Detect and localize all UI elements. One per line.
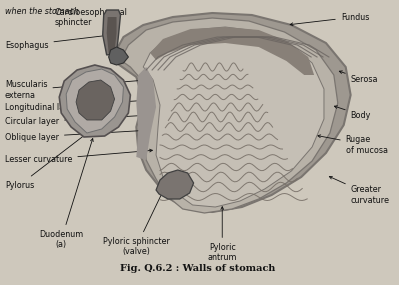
Text: Fig. Q.6.2 : Walls of stomach: Fig. Q.6.2 : Walls of stomach	[120, 264, 275, 273]
Text: Muscularis
externa: Muscularis externa	[5, 79, 142, 100]
Text: Pyloric
antrum: Pyloric antrum	[207, 207, 237, 262]
Polygon shape	[150, 27, 314, 75]
Text: Greater
curvature: Greater curvature	[329, 176, 390, 205]
Polygon shape	[136, 67, 156, 160]
Polygon shape	[59, 65, 130, 137]
Text: Serosa: Serosa	[339, 71, 378, 84]
Polygon shape	[76, 80, 115, 120]
Polygon shape	[156, 170, 194, 199]
Text: Pylorus: Pylorus	[5, 102, 127, 190]
Text: Rugae
of mucosa: Rugae of mucosa	[318, 135, 388, 155]
Text: when the stomach: when the stomach	[5, 7, 79, 16]
Polygon shape	[114, 13, 351, 212]
Polygon shape	[120, 18, 338, 213]
Text: Body: Body	[334, 106, 371, 119]
Polygon shape	[107, 17, 117, 53]
Text: Pyloric sphincter
(valve): Pyloric sphincter (valve)	[103, 188, 170, 256]
Text: Esophagus: Esophagus	[5, 34, 107, 50]
Polygon shape	[109, 47, 128, 65]
Text: Duodenum
(a): Duodenum (a)	[39, 139, 93, 249]
Text: Longitudinal layer: Longitudinal layer	[5, 99, 147, 111]
Text: Cardioesophageal
sphincter: Cardioesophageal sphincter	[54, 8, 127, 47]
Polygon shape	[66, 69, 123, 133]
Polygon shape	[103, 10, 120, 55]
Polygon shape	[143, 27, 324, 207]
Text: Circular layer: Circular layer	[5, 114, 147, 127]
Text: Fundus: Fundus	[290, 13, 369, 26]
Text: Lesser curvature: Lesser curvature	[5, 149, 152, 164]
Text: Oblique layer: Oblique layer	[5, 129, 148, 141]
